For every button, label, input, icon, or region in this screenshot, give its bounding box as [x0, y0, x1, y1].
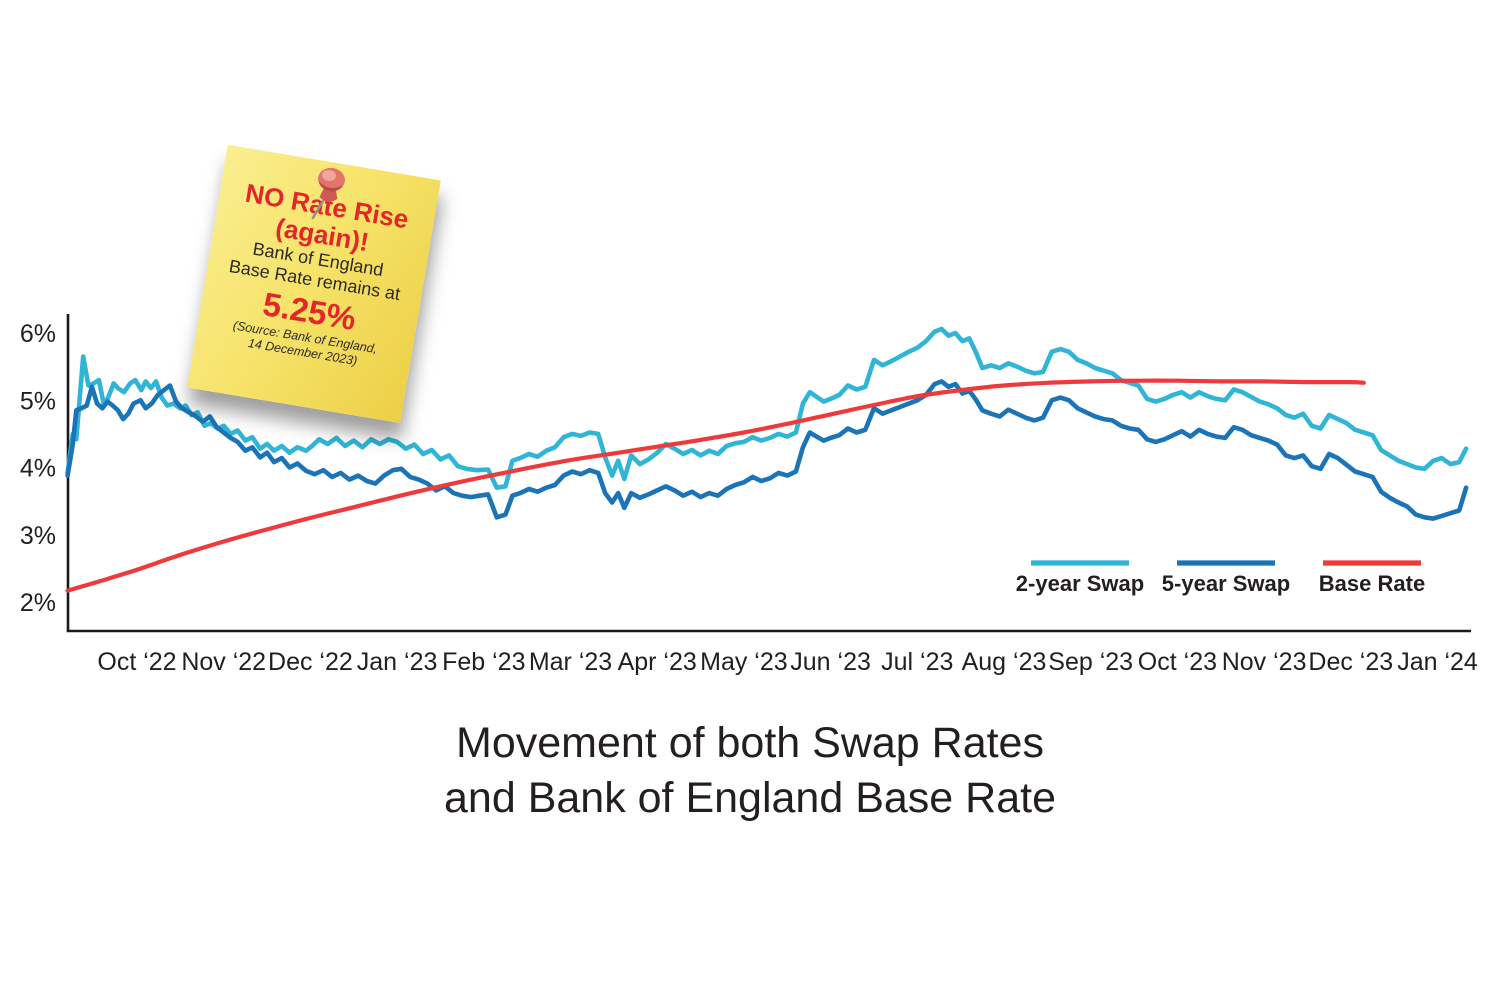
y-tick-label: 2% — [20, 589, 56, 617]
x-tick-label: Jun ‘23 — [790, 648, 871, 676]
series-line-5-year-swap — [65, 379, 1469, 521]
chart-title-line2: and Bank of England Base Rate — [444, 774, 1056, 822]
x-tick-label: Jan ‘23 — [357, 648, 438, 676]
x-tick-label: Nov ‘22 — [181, 648, 266, 676]
legend-label: Base Rate — [1319, 571, 1425, 596]
legend-label: 2-year Swap — [1016, 571, 1144, 596]
series-line-base-rate — [65, 378, 1366, 593]
chart-title-line1: Movement of both Swap Rates — [456, 719, 1044, 767]
x-tick-label: Jul ‘23 — [881, 648, 953, 676]
x-tick-label: Feb ‘23 — [442, 648, 525, 676]
x-tick-label: Nov ‘23 — [1222, 648, 1307, 676]
x-tick-label: May ‘23 — [700, 648, 788, 676]
y-tick-label: 5% — [20, 387, 56, 415]
y-tick-label: 6% — [20, 320, 56, 348]
x-tick-label: Oct ‘23 — [1138, 648, 1217, 676]
y-tick-label: 3% — [20, 522, 56, 550]
x-tick-label: Dec ‘23 — [1308, 648, 1393, 676]
x-tick-label: Mar ‘23 — [529, 648, 612, 676]
series-line-2-year-swap — [65, 326, 1469, 491]
push-pin-icon — [311, 167, 345, 220]
sticky-note: NO Rate Rise (again)! Bank of England Ba… — [187, 144, 441, 424]
x-tick-label: Apr ‘23 — [618, 648, 697, 676]
y-tick-label: 4% — [20, 455, 56, 483]
x-tick-label: Oct ‘22 — [97, 648, 176, 676]
legend-label: 5-year Swap — [1162, 571, 1290, 596]
x-tick-label: Aug ‘23 — [962, 648, 1047, 676]
x-tick-label: Dec ‘22 — [268, 648, 353, 676]
x-tick-label: Jan ‘24 — [1397, 648, 1478, 676]
chart-title: Movement of both Swap Rates and Bank of … — [0, 716, 1500, 826]
x-tick-label: Sep ‘23 — [1048, 648, 1133, 676]
